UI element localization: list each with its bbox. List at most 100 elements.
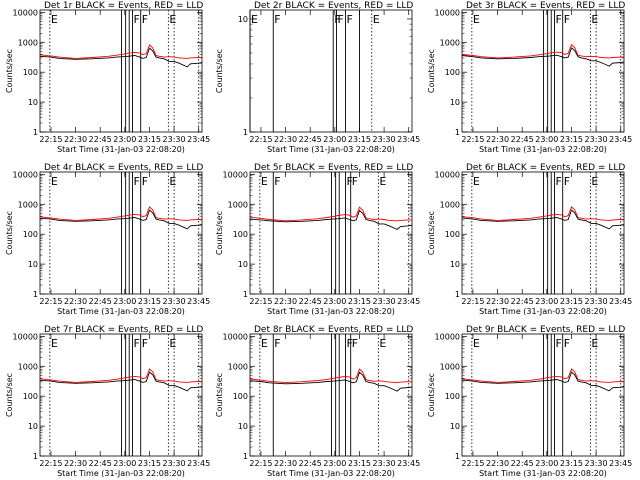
- y-axis-label: Counts/sec: [5, 211, 14, 255]
- x-axis-label: Start Time (31-Jan-03 22:08:20): [479, 307, 607, 316]
- panel-title: Det 3r BLACK = Events, RED = LLD: [466, 1, 625, 11]
- events-series-line: [39, 371, 203, 392]
- event-marker-label: F: [133, 337, 139, 350]
- y-tick-label: 1: [33, 128, 38, 137]
- y-axis-label: Counts/sec: [427, 373, 436, 417]
- event-marker-label: F: [133, 13, 139, 26]
- event-marker-label: E: [261, 175, 268, 188]
- y-tick-label: 1000: [228, 200, 248, 209]
- panel-title: Det 2r BLACK = Events, RED = LLD: [254, 1, 413, 11]
- x-axis-label: Start Time (31-Jan-03 22:08:20): [267, 145, 395, 154]
- x-tick-label: 23:00: [535, 297, 558, 306]
- event-marker-label: F: [555, 175, 561, 188]
- panel-det-3: Det 3r BLACK = Events, RED = LLD 1 10 100 10…: [427, 1, 632, 154]
- lld-series-line: [39, 368, 202, 383]
- event-marker-label: E: [379, 337, 386, 350]
- y-tick-label: 10: [238, 260, 248, 269]
- events-series-line: [249, 371, 413, 392]
- event-marker-label: E: [51, 13, 58, 26]
- y-tick-label: 1: [455, 452, 460, 461]
- x-tick-label: 23:15: [138, 135, 161, 144]
- x-tick-label: 23:00: [113, 135, 136, 144]
- events-series-line: [461, 209, 625, 230]
- x-tick-label: 23:00: [323, 459, 346, 468]
- x-tick-label: 23:45: [397, 297, 420, 306]
- panel-det-8: Det 8r BLACK = Events, RED = LLD 1 10 100 10…: [215, 325, 420, 478]
- x-tick-label: 23:30: [585, 297, 608, 306]
- y-tick-label: 1000: [440, 362, 460, 371]
- x-tick-label: 23:15: [560, 135, 583, 144]
- events-series-line: [39, 47, 203, 68]
- x-tick-label: 22:30: [486, 459, 509, 468]
- y-tick-label: 1: [243, 128, 248, 137]
- y-tick-label: 1: [243, 290, 248, 299]
- x-tick-label: 23:45: [397, 459, 420, 468]
- x-tick-label: 22:15: [461, 135, 484, 144]
- panel-det-9: Det 9r BLACK = Events, RED = LLD 1 10 100 10…: [427, 325, 632, 478]
- y-tick-label: 10: [450, 98, 460, 107]
- event-marker-label: F: [352, 175, 358, 188]
- x-tick-label: 23:15: [560, 297, 583, 306]
- y-tick-label: 1: [33, 452, 38, 461]
- plot-frame: [249, 9, 413, 133]
- event-marker-label: E: [251, 13, 258, 26]
- x-tick-label: 22:30: [486, 135, 509, 144]
- panel-det-5: Det 5r BLACK = Events, RED = LLD 1 10 100 10…: [215, 163, 420, 316]
- y-tick-label: 1000: [228, 362, 248, 371]
- x-axis-label: Start Time (31-Jan-03 22:08:20): [479, 469, 607, 478]
- x-tick-label: 22:15: [249, 135, 272, 144]
- panel-title: Det 8r BLACK = Events, RED = LLD: [254, 325, 413, 335]
- y-tick-label: 100: [23, 392, 38, 401]
- plot-frame: [249, 171, 413, 295]
- y-tick-label: 10000: [223, 170, 248, 179]
- y-axis-label: Counts/sec: [5, 49, 14, 93]
- x-tick-label: 23:45: [187, 459, 210, 468]
- x-tick-label: 23:15: [348, 459, 371, 468]
- y-tick-label: 1000: [18, 362, 38, 371]
- x-axis-label: Start Time (31-Jan-03 22:08:20): [57, 307, 185, 316]
- event-marker-label: E: [169, 337, 176, 350]
- y-tick-label: 100: [445, 68, 460, 77]
- y-tick-label: 100: [23, 68, 38, 77]
- event-marker-label: E: [473, 337, 480, 350]
- x-tick-label: 22:45: [299, 459, 322, 468]
- plot-frame: [39, 9, 203, 133]
- x-tick-label: 23:00: [113, 297, 136, 306]
- x-axis-label: Start Time (31-Jan-03 22:08:20): [267, 307, 395, 316]
- x-tick-label: 23:15: [138, 297, 161, 306]
- y-tick-label: 1: [455, 128, 460, 137]
- y-tick-label: 10000: [13, 8, 38, 17]
- panel-title: Det 4r BLACK = Events, RED = LLD: [44, 163, 203, 173]
- event-marker-label: E: [261, 337, 268, 350]
- panel-det-7: Det 7r BLACK = Events, RED = LLD 1 10 100 10…: [5, 325, 210, 478]
- events-series-line: [249, 209, 413, 230]
- y-tick-label: 1: [455, 290, 460, 299]
- y-tick-label: 10000: [435, 8, 460, 17]
- y-axis-label: Counts/sec: [215, 49, 224, 93]
- y-axis-label: Counts/sec: [427, 211, 436, 255]
- y-tick-label: 10000: [13, 332, 38, 341]
- x-tick-label: 23:15: [560, 459, 583, 468]
- x-tick-label: 23:45: [187, 297, 210, 306]
- x-tick-label: 22:45: [511, 135, 534, 144]
- y-axis-label: Counts/sec: [427, 49, 436, 93]
- event-marker-label: E: [473, 13, 480, 26]
- event-marker-label: F: [347, 337, 353, 350]
- event-marker-label: F: [142, 337, 148, 350]
- event-marker-label: F: [347, 13, 353, 26]
- event-marker-label: E: [591, 175, 598, 188]
- event-marker-label: E: [169, 13, 176, 26]
- x-tick-label: 22:15: [461, 459, 484, 468]
- x-tick-label: 23:00: [323, 135, 346, 144]
- y-tick-label: 100: [233, 392, 248, 401]
- event-marker-label: E: [373, 13, 380, 26]
- x-tick-label: 23:00: [113, 459, 136, 468]
- y-tick-label: 10: [450, 422, 460, 431]
- lld-series-line: [249, 368, 412, 384]
- event-marker-label: F: [337, 13, 343, 26]
- y-tick-label: 10: [450, 260, 460, 269]
- x-tick-label: 23:15: [348, 135, 371, 144]
- x-tick-label: 23:30: [163, 459, 186, 468]
- plot-frame: [249, 333, 413, 457]
- y-tick-label: 100: [445, 230, 460, 239]
